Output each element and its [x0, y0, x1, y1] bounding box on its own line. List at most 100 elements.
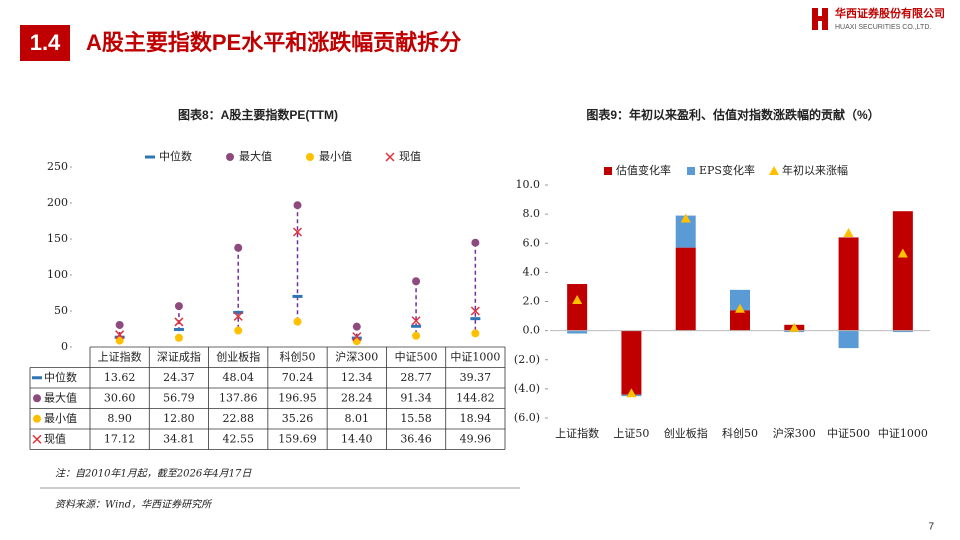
table-cell: 24.37 — [163, 371, 195, 384]
legend-marker — [385, 152, 395, 162]
note: 注：自2010年1月起，截至2026年4月17日 — [55, 468, 252, 480]
bar — [675, 215, 696, 248]
data-point — [897, 248, 908, 258]
data-point — [292, 294, 303, 298]
data-point — [843, 228, 854, 238]
legend-marker — [226, 153, 234, 161]
logo-bar — [815, 16, 825, 21]
row-label: 现值 — [44, 432, 66, 445]
legend-marker — [769, 166, 779, 175]
logo-en: HUAXI SECURITIES CO.,LTD. — [835, 24, 931, 31]
legend-label: 年初以来涨幅 — [782, 163, 848, 177]
y-tick-label: 0 — [61, 340, 68, 353]
table-cell: 15.58 — [400, 412, 432, 425]
bar — [838, 237, 859, 331]
page-number: 7 — [928, 522, 934, 533]
y-tick-label: (4.0) — [514, 382, 540, 395]
y-tick-label: 0.0 — [523, 324, 541, 337]
x-tick-label: 创业板指 — [664, 426, 708, 440]
row-label: 中位数 — [44, 370, 77, 384]
table-cell: 30.60 — [104, 391, 136, 404]
x-tick-label: 中证1000 — [450, 350, 500, 363]
data-point — [411, 324, 422, 328]
legend-marker — [32, 376, 42, 380]
legend-label: 估值变化率 — [616, 163, 671, 177]
legend-label: 最大值 — [239, 149, 272, 163]
row-label: 最小值 — [44, 412, 77, 425]
y-tick-label: 6.0 — [523, 236, 541, 249]
chart-title: 图表9：年初以来盈利、估值对指数涨跌幅的贡献（%） — [586, 107, 879, 122]
x-tick-label: 深证成指 — [157, 349, 201, 363]
legend-marker — [687, 167, 695, 175]
table-cell: 18.94 — [460, 412, 492, 425]
source: 资料来源：Wind，华西证券研究所 — [55, 499, 213, 511]
data-point — [174, 333, 183, 342]
data-point — [293, 317, 302, 326]
table-cell: 159.69 — [278, 432, 317, 445]
data-point — [115, 330, 125, 340]
legend-marker — [604, 167, 612, 175]
y-tick-label: 8.0 — [523, 207, 541, 220]
y-tick-label: 250 — [47, 160, 68, 173]
data-point — [470, 317, 481, 321]
table-cell: 8.01 — [345, 412, 370, 425]
y-tick-label: 200 — [47, 196, 68, 209]
y-tick-label: 100 — [47, 268, 68, 281]
legend-label: 现值 — [399, 150, 421, 163]
x-tick-label: 创业板指 — [216, 349, 260, 363]
table-cell: 14.40 — [341, 432, 373, 445]
data-point — [292, 227, 303, 237]
legend-label: 中位数 — [159, 149, 192, 163]
data-point — [115, 336, 124, 345]
y-tick-label: (6.0) — [514, 411, 540, 424]
data-point — [789, 322, 800, 332]
legend-label: EPS变化率 — [699, 163, 755, 177]
data-point — [233, 311, 243, 321]
table-cell: 144.82 — [456, 391, 495, 404]
y-tick-label: 4.0 — [523, 265, 541, 278]
table-cell: 13.62 — [104, 371, 136, 384]
table-cell: 91.34 — [400, 391, 432, 404]
data-point — [352, 332, 362, 342]
data-point — [412, 277, 421, 286]
data-point — [471, 238, 480, 247]
table-cell: 22.88 — [222, 412, 254, 425]
table-cell: 56.79 — [163, 391, 195, 404]
x-tick-label: 科创50 — [722, 426, 758, 440]
data-point — [680, 213, 691, 223]
table-cell: 34.81 — [163, 432, 195, 445]
y-tick-label: 50 — [54, 304, 68, 317]
data-point — [735, 303, 745, 313]
legend-marker — [32, 434, 42, 444]
x-tick-label: 中证1000 — [878, 427, 928, 440]
y-tick-label: (2.0) — [514, 353, 540, 366]
legend-marker — [33, 394, 41, 403]
table-cell: 137.86 — [219, 391, 258, 404]
data-point — [411, 316, 421, 326]
data-point — [173, 327, 184, 331]
table-cell: 17.12 — [104, 432, 136, 445]
data-point — [293, 201, 302, 210]
x-tick-label: 上证50 — [613, 427, 649, 440]
data-point — [412, 331, 421, 340]
data-point — [174, 317, 184, 327]
legend-marker — [306, 153, 314, 161]
x-tick-label: 沪深300 — [773, 426, 816, 440]
bar — [567, 284, 588, 331]
data-point — [174, 302, 183, 311]
table-cell: 28.24 — [341, 391, 373, 404]
y-tick-label: 2.0 — [523, 295, 541, 308]
table-cell: 12.34 — [341, 371, 373, 384]
data-point — [234, 326, 243, 335]
data-point — [471, 329, 480, 338]
x-tick-label: 科创50 — [280, 349, 316, 363]
x-tick-label: 上证指数 — [555, 426, 599, 440]
table-cell: 36.46 — [400, 432, 432, 445]
bar — [730, 289, 750, 311]
slide-title: A股主要指数PE水平和涨跌幅贡献拆分 — [86, 30, 461, 55]
bar — [730, 310, 750, 331]
section-badge — [20, 25, 70, 61]
section-number: 1.4 — [30, 30, 61, 55]
